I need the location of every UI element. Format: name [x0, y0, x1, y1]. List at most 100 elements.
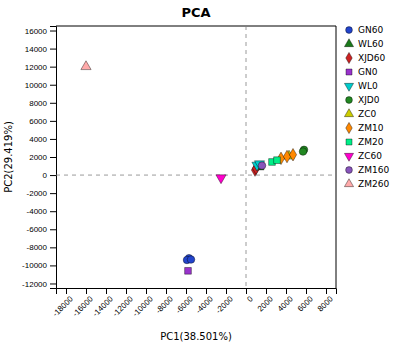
- y-axis-line: [50, 27, 57, 289]
- x-tick-mark: [166, 288, 167, 294]
- y-tick-mark: [50, 229, 56, 230]
- x-tick: -4000: [194, 288, 215, 315]
- x-tick-mark: [146, 288, 147, 294]
- series: [216, 175, 226, 184]
- series: [185, 267, 192, 274]
- y-tick-label: 10000: [25, 81, 48, 90]
- point: [81, 61, 91, 70]
- legend-symbol: [346, 27, 353, 34]
- y-tick-label: 16000: [25, 27, 48, 36]
- legend-label: XJD0: [358, 95, 380, 105]
- series: [269, 157, 281, 166]
- x-tick-label: -12000: [111, 294, 135, 318]
- x-tick-mark: [86, 288, 87, 294]
- x-tick-label: -2000: [214, 294, 235, 315]
- y-tick: 2000: [29, 153, 56, 162]
- y-tick: 8000: [29, 99, 56, 108]
- legend-item: WL60: [344, 39, 383, 49]
- legend-item: GN0: [346, 67, 378, 77]
- y-axis-title: PC2(29.419%): [3, 121, 14, 193]
- x-tick-mark: [326, 288, 327, 294]
- frame-right: [336, 26, 337, 288]
- x-tick-label: 6000: [296, 294, 315, 313]
- y-tick-mark: [50, 31, 56, 32]
- x-tick-mark: [66, 288, 67, 294]
- legend-symbol: [346, 69, 352, 75]
- legend-symbol: [346, 122, 352, 133]
- y-tick: 14000: [25, 45, 56, 54]
- x-tick-label: 2000: [256, 294, 275, 313]
- legend: GN60 WL60 XJD60 GN0 WL0 XJD0 ZC0 ZM10 ZM20 ZC60 ZM…: [344, 25, 389, 189]
- point: [283, 150, 290, 162]
- x-tick: 0: [245, 288, 255, 304]
- legend-label: ZM10: [358, 123, 384, 133]
- x-tick-mark: [106, 288, 107, 294]
- x-tick-label: 8000: [316, 294, 335, 313]
- y-tick-label: 4000: [29, 135, 47, 144]
- y-tick-mark: [50, 193, 56, 194]
- x-tick: -2000: [214, 288, 235, 315]
- legend-symbol: [344, 153, 353, 161]
- legend-label: ZC60: [358, 151, 382, 161]
- x-tick-label: -4000: [194, 294, 215, 315]
- legend-label: GN60: [358, 25, 383, 35]
- reference-line-horizontal: [56, 175, 336, 176]
- y-tick-mark: [50, 121, 56, 122]
- y-tick-mark: [50, 211, 56, 212]
- y-tick-label: 8000: [29, 99, 47, 108]
- legend-item: XJD0: [346, 95, 380, 105]
- legend-item: GN60: [346, 25, 384, 35]
- y-tick-label: -4000: [27, 207, 48, 216]
- y-tick-mark: [50, 49, 56, 50]
- x-tick-mark: [266, 288, 267, 294]
- x-tick-mark: [186, 288, 187, 294]
- point: [289, 148, 296, 160]
- point: [216, 175, 226, 184]
- y-tick: 6000: [29, 117, 56, 126]
- y-tick: 16000: [25, 27, 56, 36]
- y-tick-label: 12000: [25, 63, 48, 72]
- point: [258, 162, 266, 170]
- legend-label: WL0: [358, 81, 378, 91]
- x-axis-title: PC1(38.501%): [160, 331, 232, 342]
- x-tick-label: -8000: [154, 294, 175, 315]
- point: [185, 267, 192, 274]
- plot: -18000-16000-14000-12000-10000-8000-6000…: [22, 26, 336, 318]
- legend-item: ZM10: [346, 122, 384, 133]
- x-tick-label: 4000: [276, 294, 295, 313]
- frame-top: [56, 26, 336, 27]
- legend-symbol: [344, 179, 353, 187]
- x-tick: 4000: [276, 288, 295, 313]
- legend-symbol: [346, 167, 353, 174]
- legend-symbol: [346, 97, 353, 104]
- x-tick-mark: [306, 288, 307, 294]
- y-tick-mark: [50, 175, 56, 176]
- title: PCA: [181, 5, 210, 20]
- legend-symbol: [346, 52, 352, 63]
- point: [187, 256, 195, 264]
- y-axis: -12000-10000-8000-6000-4000-200002000400…: [22, 27, 56, 289]
- legend-label: ZC0: [358, 109, 376, 119]
- y-tick-label: -10000: [22, 261, 47, 270]
- legend-label: GN0: [358, 67, 378, 77]
- reference-line-vertical: [246, 26, 247, 288]
- legend-item: ZC0: [344, 109, 376, 119]
- x-tick: -10000: [131, 288, 155, 318]
- x-tick: -8000: [154, 288, 175, 315]
- x-tick-label: -10000: [131, 294, 155, 318]
- y-tick-mark: [50, 157, 56, 158]
- y-tick: -4000: [27, 207, 56, 216]
- series: [81, 61, 91, 70]
- x-tick-label: -18000: [51, 294, 75, 318]
- legend-item: XJD60: [346, 52, 386, 63]
- y-tick-label: 14000: [25, 45, 48, 54]
- x-tick-mark: [246, 288, 247, 294]
- y-tick-label: -12000: [22, 280, 47, 289]
- x-tick-mark: [286, 288, 287, 294]
- legend-label: XJD60: [358, 53, 385, 63]
- x-tick: 8000: [316, 288, 335, 313]
- y-tick: 4000: [29, 135, 56, 144]
- legend-label: ZM160: [358, 165, 389, 175]
- legend-item: ZM20: [346, 137, 384, 147]
- chart: -18000-16000-14000-12000-10000-8000-6000…: [0, 0, 400, 346]
